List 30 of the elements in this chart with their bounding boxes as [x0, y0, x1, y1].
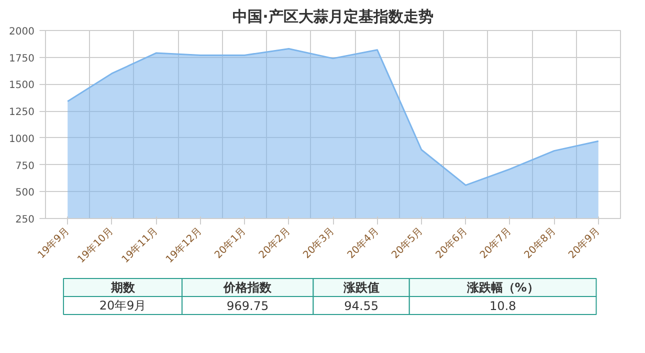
x-tick-label: 20年4月: [344, 224, 382, 262]
text: 94.55: [344, 299, 378, 313]
y-tick-label: 1750: [9, 53, 35, 64]
chart-title: 中国·产区大蒜月定基指数走势: [232, 8, 434, 26]
y-tick-label: 1250: [9, 107, 35, 118]
y-tick-label: 1500: [9, 80, 35, 92]
y-tick-label: 2000: [9, 26, 35, 38]
x-tick-label: 20年5月: [389, 224, 426, 262]
x-tick-label: 19年12月: [164, 224, 204, 266]
text: 涨跌幅（%）: [466, 280, 539, 294]
x-tick-label: 19年10月: [75, 224, 116, 266]
x-tick-label: 20年6月: [433, 224, 470, 262]
y-tick-label: 250: [15, 214, 35, 226]
text: 涨跌值: [342, 280, 380, 294]
y-tick-label: 500: [15, 188, 35, 199]
text: 969.75: [226, 299, 269, 313]
x-tick-label: 19年11月: [119, 224, 160, 266]
y-tick-label: 1000: [9, 134, 35, 145]
text: 价格指数: [222, 280, 273, 294]
x-tick-label: 20年2月: [256, 224, 293, 262]
text: 20年9月: [99, 298, 146, 312]
x-tick-label: 20年8月: [522, 224, 558, 262]
text: 10.8: [489, 299, 516, 313]
text: 期数: [110, 280, 136, 294]
x-tick-label: 20年7月: [478, 224, 514, 262]
x-tick-label: 20年1月: [212, 224, 248, 262]
x-tick-label: 19年9月: [35, 224, 72, 262]
x-tick-label: 20年3月: [300, 224, 337, 262]
x-tick-label: 20年9月: [566, 224, 602, 262]
y-tick-label: 750: [15, 160, 35, 172]
